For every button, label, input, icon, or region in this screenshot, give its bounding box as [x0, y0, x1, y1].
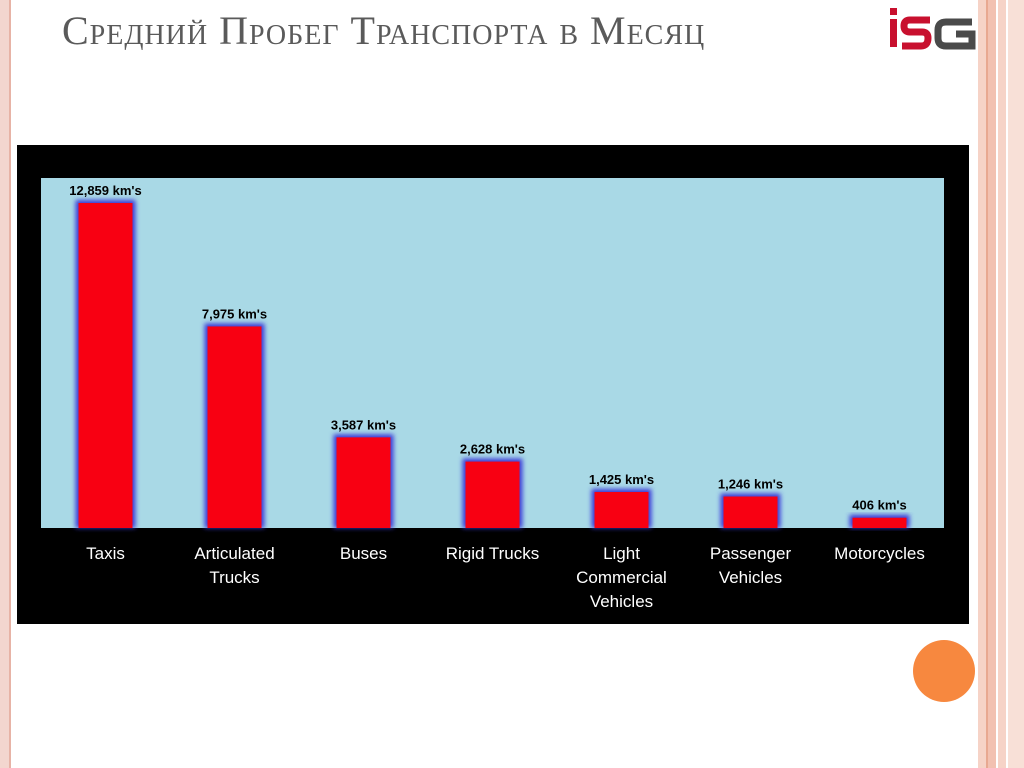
bar: [465, 461, 520, 528]
bar-value-label: 406 km's: [852, 498, 906, 513]
category-label: Rigid Trucks: [446, 544, 540, 563]
category-label: Taxis: [86, 544, 125, 563]
category-label: Passenger: [710, 544, 792, 563]
category-label: Vehicles: [590, 592, 653, 611]
category-label: Vehicles: [719, 568, 782, 587]
bar-value-label: 12,859 km's: [69, 183, 141, 198]
bar-value-label: 3,587 km's: [331, 417, 396, 432]
category-label: Commercial: [576, 568, 667, 587]
right-decor-band: [1008, 0, 1024, 768]
bar-value-label: 2,628 km's: [460, 442, 525, 457]
bar: [594, 491, 649, 528]
category-label: Motorcycles: [834, 544, 925, 563]
isg-logo: [890, 8, 976, 50]
bars-group: [75, 200, 910, 528]
bar-value-label: 1,425 km's: [589, 472, 654, 487]
slide-title: Средний Пробег Транспорта в Месяц: [62, 8, 706, 53]
bar: [852, 517, 907, 528]
chart-frame: 12,859 km's 7,975 km's 3,587 km's 2,628 km'…: [17, 145, 969, 624]
bar-value-label: 1,246 km's: [718, 477, 783, 492]
category-label: Light: [603, 544, 640, 563]
bar: [336, 437, 391, 528]
bar: [78, 203, 133, 528]
right-decor-band: [988, 0, 996, 768]
bar-chart: 12,859 km's 7,975 km's 3,587 km's 2,628 km'…: [41, 178, 944, 611]
bar-value-label: 7,975 km's: [202, 306, 267, 321]
accent-dot: [913, 640, 975, 702]
value-labels-group: 12,859 km's 7,975 km's 3,587 km's 2,628 km'…: [69, 183, 906, 513]
category-labels-group: Taxis Articulated Trucks Buses Rigid Trucks L…: [86, 544, 925, 611]
category-label: Buses: [340, 544, 387, 563]
bar: [207, 326, 262, 528]
category-label: Trucks: [209, 568, 259, 587]
right-decor-line: [986, 0, 988, 768]
right-decor-band: [978, 0, 986, 768]
category-label: Articulated: [194, 544, 274, 563]
left-decor-stripe: [0, 0, 10, 768]
right-decor-band: [998, 0, 1006, 768]
bar: [723, 496, 778, 528]
left-decor-line: [9, 0, 11, 768]
